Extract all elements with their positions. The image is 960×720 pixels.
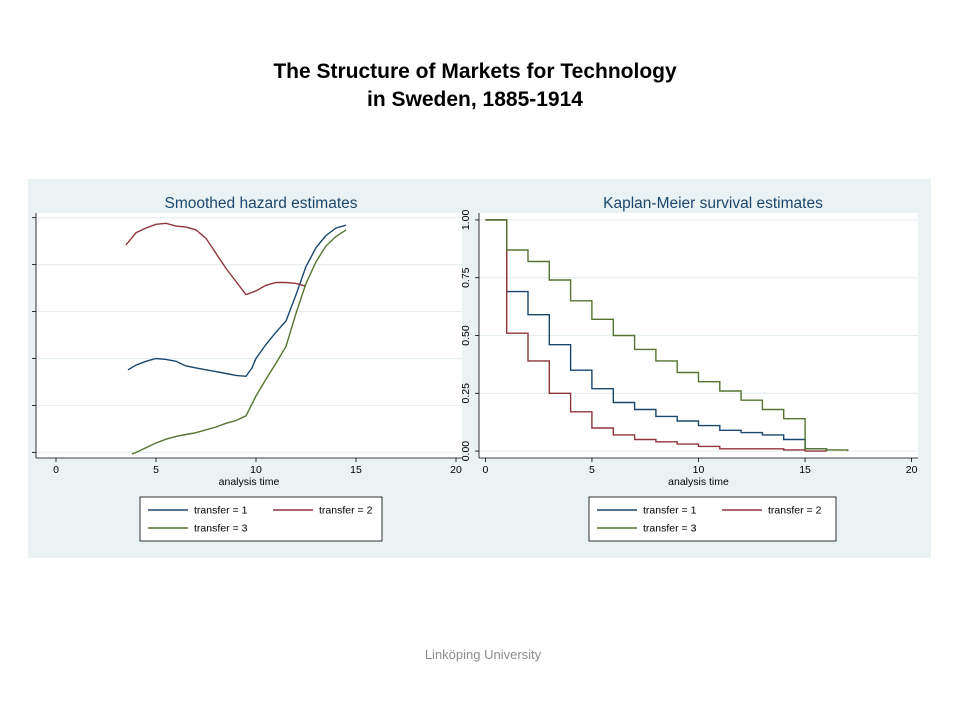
chart-1-plot-area <box>36 213 462 458</box>
chart-1-legend-box <box>139 496 383 542</box>
chart-1-legend-label-2: transfer = 2 <box>319 505 373 517</box>
chart-1-x-tick-label: 20 <box>450 464 462 476</box>
chart-2-x-tick-label: 0 <box>482 464 488 476</box>
chart-2-series-line-2 <box>485 219 827 452</box>
chart-1-y-tick-label: .15 <box>28 398 29 413</box>
chart-2-y-tick-label: 1.00 <box>460 210 472 231</box>
chart-1-series-line-3 <box>131 229 347 455</box>
chart-1-legend-label-1: transfer = 1 <box>194 505 248 517</box>
chart-1-x-tick-label: 5 <box>153 464 159 476</box>
chart-2-y-tick-label: 0.00 <box>460 441 472 462</box>
chart-2-series-line-1 <box>485 219 828 452</box>
figure-panel: Smoothed hazard estimates .1 .15 .2 .25 .3 .35… <box>28 179 931 558</box>
chart-1-series-line-2 <box>125 222 307 296</box>
chart-2-series-line-3 <box>485 219 849 452</box>
chart-1-legend-label-3: transfer = 3 <box>194 523 248 535</box>
chart-2-x-tick-label: 10 <box>693 464 705 476</box>
chart-2-y-tick-label: 0.75 <box>460 267 472 288</box>
chart-1-y-tick-label: .1 <box>28 448 29 457</box>
chart-1-x-tick-label: 10 <box>250 464 262 476</box>
slide-title-line-1: The Structure of Markets for Technology <box>273 60 677 83</box>
chart-2-legend-label-3: transfer = 3 <box>643 523 697 535</box>
chart-2-y-tick-label: 0.50 <box>460 325 472 346</box>
chart-1-x-tick-label: 15 <box>350 464 362 476</box>
chart-2-legend-box <box>588 496 837 542</box>
chart-2-y-tick-label: 0.25 <box>460 383 472 404</box>
chart-2-legend-label-1: transfer = 1 <box>643 505 697 517</box>
chart-2-x-axis-label: analysis time <box>668 476 729 488</box>
charts-canvas: Smoothed hazard estimates .1 .15 .2 .25 .3 .35… <box>28 195 918 542</box>
chart-1-y-tick-label: .2 <box>28 354 29 363</box>
chart-1-y-tick-label: .25 <box>28 304 29 319</box>
chart-2-x-tick-label: 20 <box>906 464 918 476</box>
chart-1-y-tick-label: .35 <box>28 210 29 225</box>
chart-1-x-tick-label: 0 <box>53 464 59 476</box>
slide-title: The Structure of Markets for Technology … <box>0 58 950 114</box>
chart-2-legend-label-2: transfer = 2 <box>768 505 822 517</box>
footer-text: Linköping University <box>424 647 542 662</box>
chart-1-series-line-1 <box>127 224 347 378</box>
chart-2-x-tick-label: 15 <box>799 464 811 476</box>
chart-2-title: Kaplan-Meier survival estimates <box>603 195 823 212</box>
chart-1-title: Smoothed hazard estimates <box>165 195 358 212</box>
chart-1-x-axis-label: analysis time <box>219 476 280 488</box>
slide-title-line-2: in Sweden, 1885-1914 <box>367 88 583 111</box>
chart-1-y-tick-label: .3 <box>28 260 29 269</box>
chart-2-x-tick-label: 5 <box>589 464 595 476</box>
